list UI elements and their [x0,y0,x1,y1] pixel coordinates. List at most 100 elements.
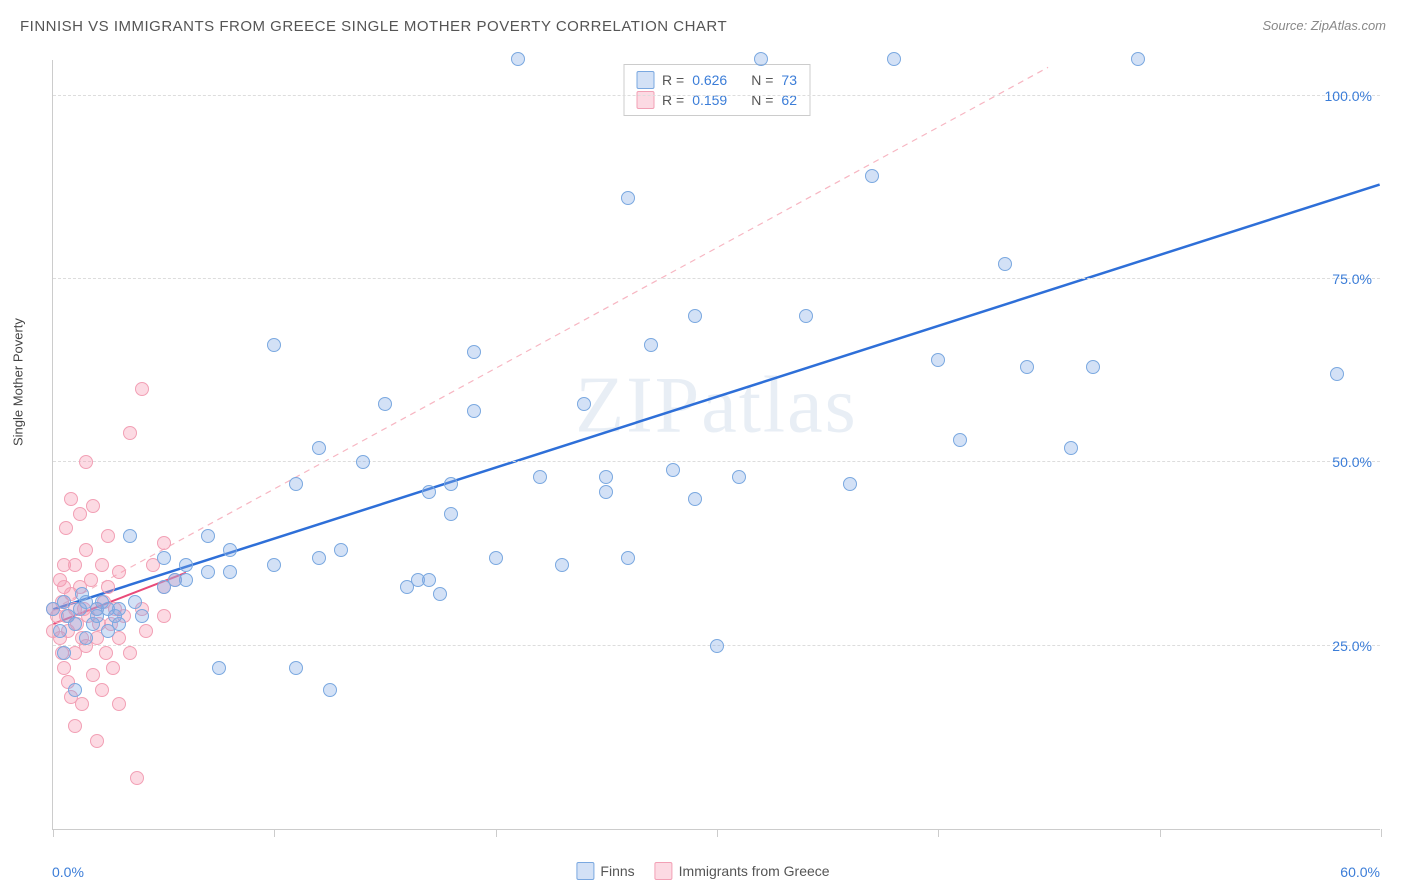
data-point-greece[interactable] [101,580,115,594]
data-point-finns[interactable] [511,52,525,66]
data-point-finns[interactable] [57,646,71,660]
data-point-finns[interactable] [68,683,82,697]
data-point-finns[interactable] [931,353,945,367]
data-point-greece[interactable] [157,536,171,550]
data-point-greece[interactable] [73,507,87,521]
data-point-finns[interactable] [1020,360,1034,374]
data-point-finns[interactable] [433,587,447,601]
data-point-greece[interactable] [106,661,120,675]
data-point-greece[interactable] [86,499,100,513]
plot-area: ZIPatlas R = 0.626 N = 73 R = 0.159 N = … [52,60,1380,830]
data-point-finns[interactable] [112,602,126,616]
trend-lines-layer [53,60,1380,829]
data-point-finns[interactable] [128,595,142,609]
data-point-greece[interactable] [95,683,109,697]
data-point-finns[interactable] [467,345,481,359]
data-point-finns[interactable] [533,470,547,484]
data-point-finns[interactable] [179,573,193,587]
y-tick-label: 75.0% [1332,271,1372,287]
data-point-finns[interactable] [1086,360,1100,374]
data-point-greece[interactable] [68,719,82,733]
data-point-finns[interactable] [112,617,126,631]
data-point-finns[interactable] [179,558,193,572]
data-point-finns[interactable] [334,543,348,557]
data-point-finns[interactable] [953,433,967,447]
data-point-finns[interactable] [843,477,857,491]
data-point-finns[interactable] [688,492,702,506]
data-point-greece[interactable] [57,661,71,675]
data-point-finns[interactable] [323,683,337,697]
data-point-finns[interactable] [599,470,613,484]
data-point-greece[interactable] [123,646,137,660]
data-point-finns[interactable] [157,551,171,565]
data-point-finns[interactable] [555,558,569,572]
data-point-finns[interactable] [378,397,392,411]
data-point-greece[interactable] [99,646,113,660]
data-point-finns[interactable] [289,477,303,491]
legend-item-finns[interactable]: Finns [576,862,634,880]
data-point-finns[interactable] [223,543,237,557]
data-point-finns[interactable] [666,463,680,477]
data-point-finns[interactable] [887,52,901,66]
data-point-greece[interactable] [112,697,126,711]
correlation-legend: R = 0.626 N = 73 R = 0.159 N = 62 [623,64,810,116]
data-point-finns[interactable] [799,309,813,323]
data-point-finns[interactable] [754,52,768,66]
data-point-finns[interactable] [621,191,635,205]
data-point-finns[interactable] [135,609,149,623]
data-point-finns[interactable] [489,551,503,565]
data-point-finns[interactable] [201,529,215,543]
data-point-finns[interactable] [123,529,137,543]
data-point-finns[interactable] [212,661,226,675]
data-point-finns[interactable] [312,441,326,455]
data-point-finns[interactable] [422,485,436,499]
data-point-greece[interactable] [64,492,78,506]
data-point-finns[interactable] [644,338,658,352]
series-legend: Finns Immigrants from Greece [576,862,829,880]
data-point-greece[interactable] [84,573,98,587]
data-point-finns[interactable] [312,551,326,565]
data-point-greece[interactable] [79,455,93,469]
data-point-finns[interactable] [57,595,71,609]
data-point-finns[interactable] [79,631,93,645]
data-point-finns[interactable] [1131,52,1145,66]
data-point-finns[interactable] [1064,441,1078,455]
data-point-finns[interactable] [688,309,702,323]
data-point-finns[interactable] [732,470,746,484]
data-point-greece[interactable] [157,609,171,623]
data-point-finns[interactable] [356,455,370,469]
data-point-greece[interactable] [112,565,126,579]
data-point-finns[interactable] [68,617,82,631]
data-point-greece[interactable] [86,668,100,682]
data-point-finns[interactable] [223,565,237,579]
data-point-finns[interactable] [621,551,635,565]
data-point-finns[interactable] [267,338,281,352]
swatch-greece-icon [655,862,673,880]
data-point-finns[interactable] [267,558,281,572]
data-point-greece[interactable] [68,558,82,572]
data-point-greece[interactable] [123,426,137,440]
legend-item-greece[interactable]: Immigrants from Greece [655,862,830,880]
data-point-greece[interactable] [59,521,73,535]
data-point-finns[interactable] [865,169,879,183]
data-point-finns[interactable] [444,477,458,491]
data-point-greece[interactable] [79,543,93,557]
data-point-finns[interactable] [289,661,303,675]
data-point-greece[interactable] [130,771,144,785]
data-point-greece[interactable] [135,382,149,396]
data-point-finns[interactable] [998,257,1012,271]
data-point-finns[interactable] [1330,367,1344,381]
data-point-greece[interactable] [101,529,115,543]
data-point-greece[interactable] [90,734,104,748]
data-point-greece[interactable] [75,697,89,711]
data-point-finns[interactable] [53,624,67,638]
data-point-finns[interactable] [444,507,458,521]
data-point-greece[interactable] [95,558,109,572]
data-point-finns[interactable] [467,404,481,418]
data-point-finns[interactable] [710,639,724,653]
data-point-greece[interactable] [139,624,153,638]
data-point-finns[interactable] [577,397,591,411]
data-point-finns[interactable] [422,573,436,587]
data-point-finns[interactable] [201,565,215,579]
data-point-finns[interactable] [599,485,613,499]
